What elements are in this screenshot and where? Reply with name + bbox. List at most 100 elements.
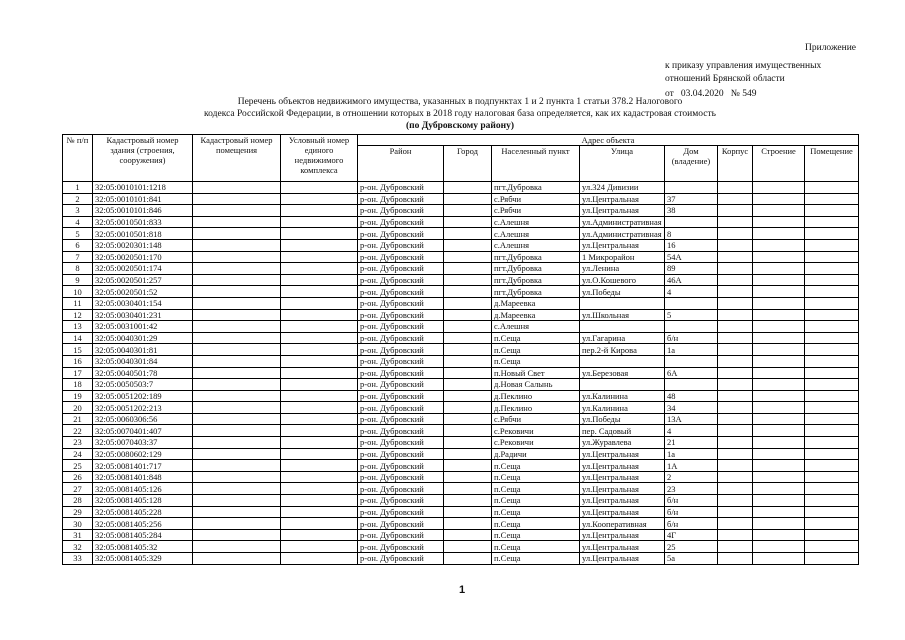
cell-district: р-он. Дубровский (357, 540, 444, 553)
cell-street: ул.Центральная (579, 238, 665, 252)
cell-premises (804, 528, 859, 542)
cell-conditional (280, 424, 358, 438)
cell-street (579, 296, 665, 310)
cell-n: 13 (62, 320, 93, 333)
cell-premises-cadastral (192, 285, 281, 298)
cell-cadastral: 32:05:0020501:170 (92, 250, 193, 264)
cell-n: 6 (62, 238, 93, 252)
cell-n: 19 (62, 389, 93, 403)
cell-city (443, 285, 492, 298)
cell-city (443, 436, 492, 449)
cell-premises (804, 494, 859, 507)
cell-conditional (280, 227, 358, 240)
table-row: 17 32:05:0040501:78 р-он. Дубровский п.Новы… (62, 366, 859, 380)
cell-locality: п.Сеща (491, 552, 580, 565)
cell-conditional (280, 273, 358, 287)
table-row: 25 32:05:0081401:717 р-он. Дубровский п.Сещ… (62, 459, 859, 472)
cell-conditional (280, 436, 358, 449)
table-row: 29 32:05:0081405:228 р-он. Дубровский п.Сещ… (62, 505, 859, 519)
cell-conditional (280, 412, 358, 426)
table-row: 10 32:05:0020501:52 р-он. Дубровский пгт.Ду… (62, 285, 859, 298)
cell-locality: с.Рябчи (491, 192, 580, 206)
cell-house: 5а (664, 552, 718, 565)
cell-premises-cadastral (192, 424, 281, 438)
cell-building (717, 227, 753, 240)
cell-conditional (280, 343, 358, 356)
appendix-label: Приложение (805, 43, 856, 53)
cell-house: 89 (664, 262, 718, 275)
table-row: 22 32:05:0070401:407 р-он. Дубровский с.Рек… (62, 424, 859, 438)
table-body: 1 32:05:0010101:1218 р-он. Дубровский пгт.Д… (62, 181, 859, 565)
cell-house: 4 (664, 285, 718, 298)
cell-street: ул.Центральная (579, 528, 665, 542)
cell-structure (752, 273, 805, 287)
cell-conditional (280, 540, 358, 553)
column-header: № п/п (62, 134, 93, 182)
cell-premises (804, 366, 859, 380)
cell-house (664, 354, 718, 368)
cell-city (443, 273, 492, 287)
cell-cadastral: 32:05:0040501:78 (92, 366, 193, 380)
cell-conditional (280, 192, 358, 206)
cell-premises-cadastral (192, 331, 281, 345)
cell-locality: п.Сеща (491, 494, 580, 507)
cell-premises-cadastral (192, 320, 281, 333)
column-header: Корпус (717, 145, 753, 182)
cell-district: р-он. Дубровский (357, 262, 444, 275)
cell-cadastral: 32:05:0081401:848 (92, 470, 193, 484)
cell-locality: п.Сеща (491, 517, 580, 530)
table-row: 7 32:05:0020501:170 р-он. Дубровский пгт.Ду… (62, 250, 859, 264)
page-number: 1 (459, 584, 466, 596)
title-line: кодекса Российской Федерации, в отношени… (204, 109, 716, 119)
cell-premises-cadastral (192, 308, 281, 322)
cell-district: р-он. Дубровский (357, 447, 444, 461)
cell-premises (804, 308, 859, 322)
cell-house: 8 (664, 227, 718, 240)
cell-district: р-он. Дубровский (357, 354, 444, 368)
cell-n: 26 (62, 470, 93, 484)
column-header: Строение (752, 145, 805, 182)
cell-premises-cadastral (192, 528, 281, 542)
table-row: 11 32:05:0030401:154 р-он. Дубровский д.Мар… (62, 296, 859, 310)
table-row: 12 32:05:0030401:231 р-он. Дубровский д.Мар… (62, 308, 859, 322)
cell-city (443, 378, 492, 391)
cell-street: ул.Центральная (579, 540, 665, 553)
cell-locality: п.Сеща (491, 331, 580, 345)
cell-structure (752, 482, 805, 496)
cell-locality: с.Рябчи (491, 204, 580, 217)
cell-n: 11 (62, 296, 93, 310)
cell-cadastral: 32:05:0030401:231 (92, 308, 193, 322)
cell-premises-cadastral (192, 389, 281, 403)
cell-n: 15 (62, 343, 93, 356)
cell-locality: д.Мареевка (491, 296, 580, 310)
cell-n: 31 (62, 528, 93, 542)
cell-conditional (280, 447, 358, 461)
cell-building (717, 215, 753, 229)
cell-city (443, 215, 492, 229)
cell-building (717, 436, 753, 449)
cell-premises (804, 227, 859, 240)
cell-cadastral: 32:05:0031001:42 (92, 320, 193, 333)
cell-conditional (280, 401, 358, 414)
cell-street: ул.Победы (579, 412, 665, 426)
cell-district: р-он. Дубровский (357, 308, 444, 322)
cell-premises-cadastral (192, 262, 281, 275)
cell-district: р-он. Дубровский (357, 401, 444, 414)
table-row: 4 32:05:0010501:833 р-он. Дубровский с.Алеш… (62, 215, 859, 229)
table-row: 2 32:05:0010101:841 р-он. Дубровский с.Рябч… (62, 192, 859, 206)
cell-building (717, 447, 753, 461)
cell-street: пер.2-й Кирова (579, 343, 665, 356)
cell-street: ул.Журавлева (579, 436, 665, 449)
cell-building (717, 378, 753, 391)
cell-n: 23 (62, 436, 93, 449)
cell-city (443, 459, 492, 472)
cell-structure (752, 389, 805, 403)
title-line: (по Дубровскому району) (405, 121, 515, 131)
cell-street: ул.Центральная (579, 204, 665, 217)
cell-street: ул.Березовая (579, 366, 665, 380)
cell-premises (804, 482, 859, 496)
cell-house: 6А (664, 366, 718, 380)
column-header: Улица (579, 145, 665, 182)
cell-cadastral: 32:05:0070401:407 (92, 424, 193, 438)
